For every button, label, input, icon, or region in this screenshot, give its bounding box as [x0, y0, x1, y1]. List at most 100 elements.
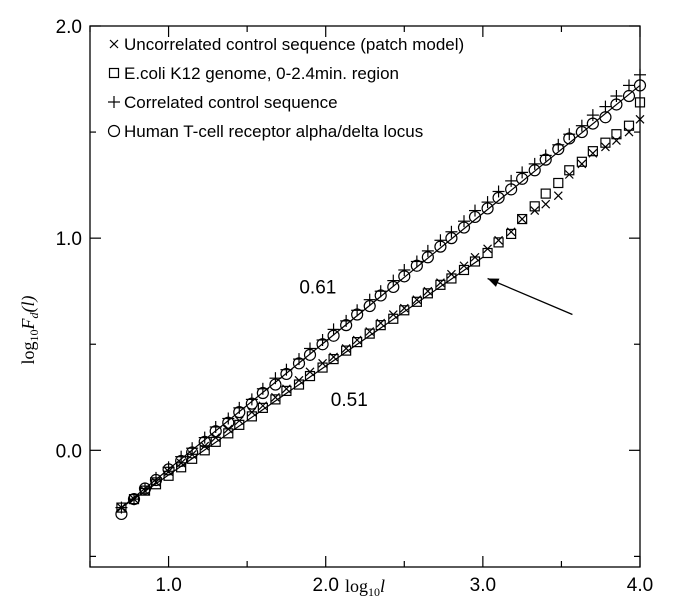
data-point-square [422, 288, 433, 299]
data-point-circle [316, 338, 329, 351]
data-point-square [234, 419, 245, 430]
data-point-plus [363, 293, 376, 306]
data-point-square [352, 337, 363, 348]
data-point-plus [492, 185, 505, 198]
legend-marker-square [108, 67, 120, 79]
data-point-circle [127, 493, 141, 506]
data-point-circle [340, 319, 353, 332]
data-point-circle [198, 435, 211, 448]
data-point-square [564, 165, 575, 176]
data-point-plus [575, 119, 588, 132]
data-points [115, 68, 647, 521]
data-point-square [375, 320, 386, 331]
data-point-plus [469, 204, 481, 217]
data-point-circle [351, 308, 364, 321]
data-point-x [624, 127, 634, 137]
data-point-plus [139, 482, 151, 495]
legend-marker-plus [108, 96, 120, 108]
x-axis-label: log10l [345, 576, 385, 599]
crossover-arrow [487, 277, 573, 316]
data-point-x [541, 199, 551, 209]
data-point-plus [387, 274, 400, 287]
data-point-square [199, 445, 210, 456]
data-point-circle [468, 210, 482, 224]
data-point-plus [269, 372, 282, 385]
data-point-x [517, 214, 527, 224]
data-point-x [553, 191, 563, 201]
data-point-square [529, 201, 540, 212]
tick-labels: 1.0 2.0 3.0 4.0 0.0 1.0 2.0 [56, 17, 654, 596]
legend-label: Uncorrelated control sequence (patch mod… [124, 35, 464, 54]
data-point-circle [610, 98, 623, 111]
data-point-plus [445, 225, 458, 238]
data-point-circle [516, 172, 529, 185]
data-point-circle [492, 191, 505, 204]
data-point-plus [327, 323, 340, 336]
data-point-square [576, 156, 587, 167]
data-point-circle [434, 240, 447, 253]
legend-label: Human T-cell receptor alpha/delta locus [124, 122, 423, 141]
data-point-square [587, 146, 598, 157]
data-point-square [328, 353, 339, 365]
data-point-square [364, 328, 375, 339]
data-point-circle [162, 463, 175, 476]
data-point-square [341, 345, 352, 356]
axis-ticks [89, 25, 641, 567]
x-tick-label: 4.0 [627, 575, 653, 596]
data-point-square [304, 370, 316, 382]
data-point-x [612, 136, 621, 145]
y-tick-label: 0.0 [56, 441, 82, 462]
data-point-circle [327, 329, 340, 342]
data-point-square [458, 264, 470, 276]
data-point-square [446, 273, 457, 284]
data-point-circle [539, 153, 552, 166]
data-point-circle [233, 406, 246, 419]
slope-annotation: 0.61 [299, 277, 336, 298]
data-point-circle [138, 482, 152, 495]
data-point-plus [634, 68, 646, 81]
data-point-plus [528, 157, 541, 170]
data-point-circle [398, 270, 411, 283]
legend-label: E.coli K12 genome, 0-2.4min. region [124, 64, 399, 83]
plot-frame [89, 25, 641, 568]
plot-area [89, 25, 641, 568]
x-tick-label: 1.0 [155, 575, 181, 596]
data-point-square [246, 411, 257, 422]
data-point-circle [421, 251, 434, 264]
data-point-circle [209, 425, 222, 438]
data-point-square [435, 279, 446, 290]
data-point-circle [445, 232, 458, 245]
data-point-square [257, 402, 268, 413]
data-point-square [399, 305, 410, 316]
series-circle [115, 79, 647, 521]
slope-annotation: 0.51 [331, 390, 368, 411]
x-tick-label: 3.0 [470, 575, 496, 596]
data-point-plus [586, 109, 599, 122]
data-point-square [281, 385, 292, 397]
data-point-plus [398, 263, 411, 276]
data-point-circle [622, 89, 636, 103]
data-point-plus [458, 215, 470, 228]
data-point-plus [623, 79, 635, 92]
data-point-circle [175, 454, 188, 468]
x-tick-label: 2.0 [313, 575, 339, 596]
data-point-plus [162, 461, 175, 474]
data-point-plus [481, 196, 494, 209]
data-point-square [540, 188, 551, 199]
data-point-circle [481, 202, 494, 215]
y-axis-label: log10Fd(l) [18, 295, 41, 364]
data-point-circle [292, 357, 306, 370]
series-square [116, 97, 646, 513]
data-point-circle [528, 164, 541, 177]
data-point-square [223, 428, 234, 439]
data-point-plus [516, 166, 529, 179]
legend-marker-x [109, 39, 119, 49]
y-tick-label: 1.0 [56, 229, 82, 250]
data-point-circle [186, 446, 199, 459]
data-point-circle [457, 221, 471, 234]
data-point-circle [222, 416, 235, 429]
data-point-circle [269, 378, 282, 391]
data-point-square [388, 313, 399, 324]
data-point-circle [633, 79, 647, 92]
